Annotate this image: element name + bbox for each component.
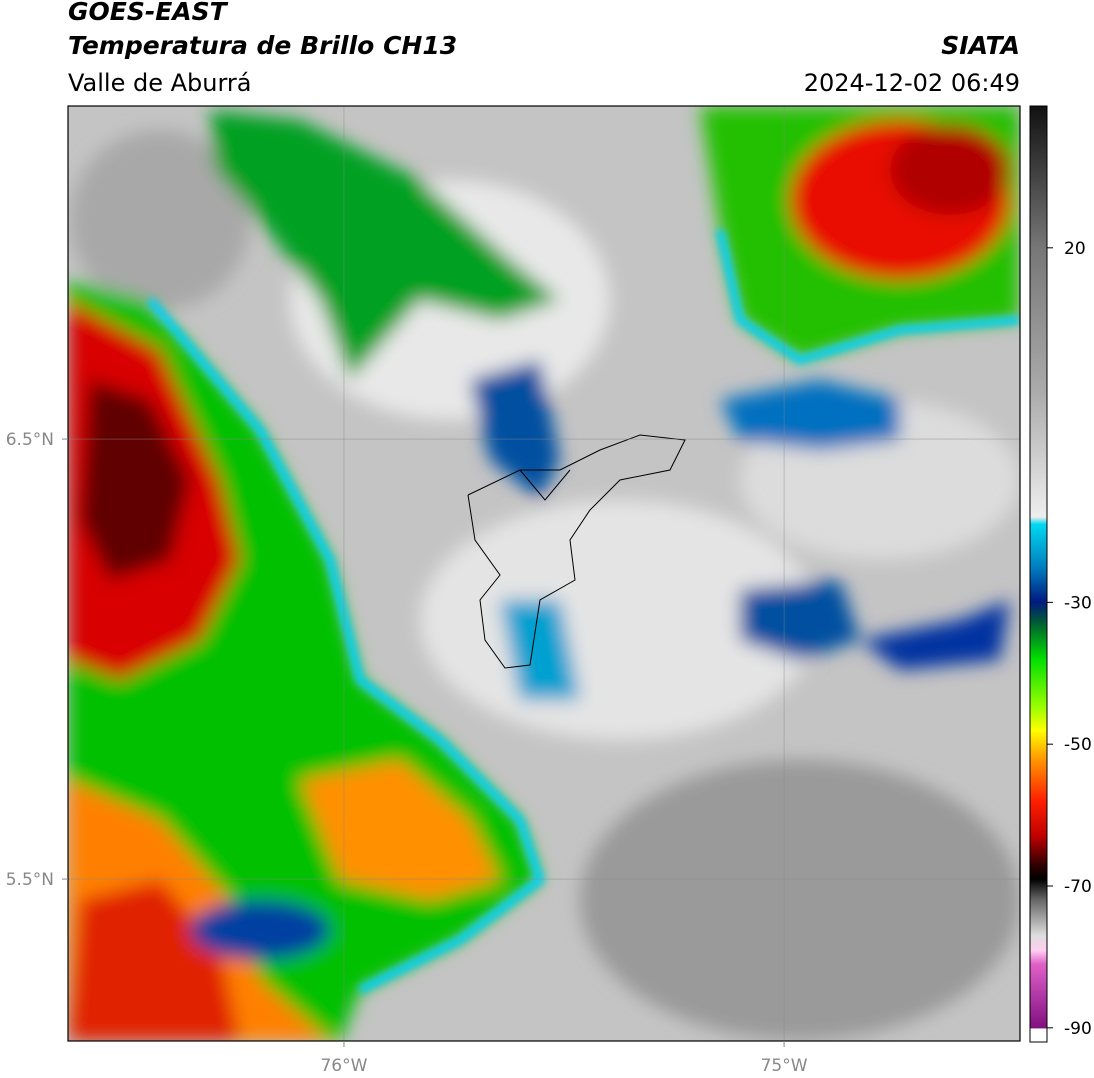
y-tick-label: 5.5°N	[6, 870, 54, 890]
x-tick-label: 76°W	[320, 1056, 367, 1076]
map-frame	[67, 105, 1021, 1042]
colorbar	[1029, 105, 1048, 1043]
y-tick-label: 6.5°N	[6, 430, 54, 450]
region: Valle de Aburrá	[68, 69, 252, 97]
x-tick-label: 75°W	[761, 1056, 808, 1076]
colorbar-tick-label: -50	[1064, 735, 1092, 755]
colorbar-tick-label: -70	[1064, 877, 1092, 897]
organization: SIATA	[941, 31, 1020, 60]
satellite-image	[68, 106, 1020, 1041]
colorbar-tick-label: 20	[1064, 239, 1086, 259]
graticule	[68, 106, 1020, 1041]
title-satellite: GOES-EAST	[68, 0, 229, 26]
title-product: Temperatura de Brillo CH13	[68, 31, 457, 60]
colorbar-tick-label: -30	[1064, 593, 1092, 613]
colorbar-tick-label: -90	[1064, 1019, 1092, 1039]
timestamp: 2024-12-02 06:49	[804, 69, 1020, 97]
